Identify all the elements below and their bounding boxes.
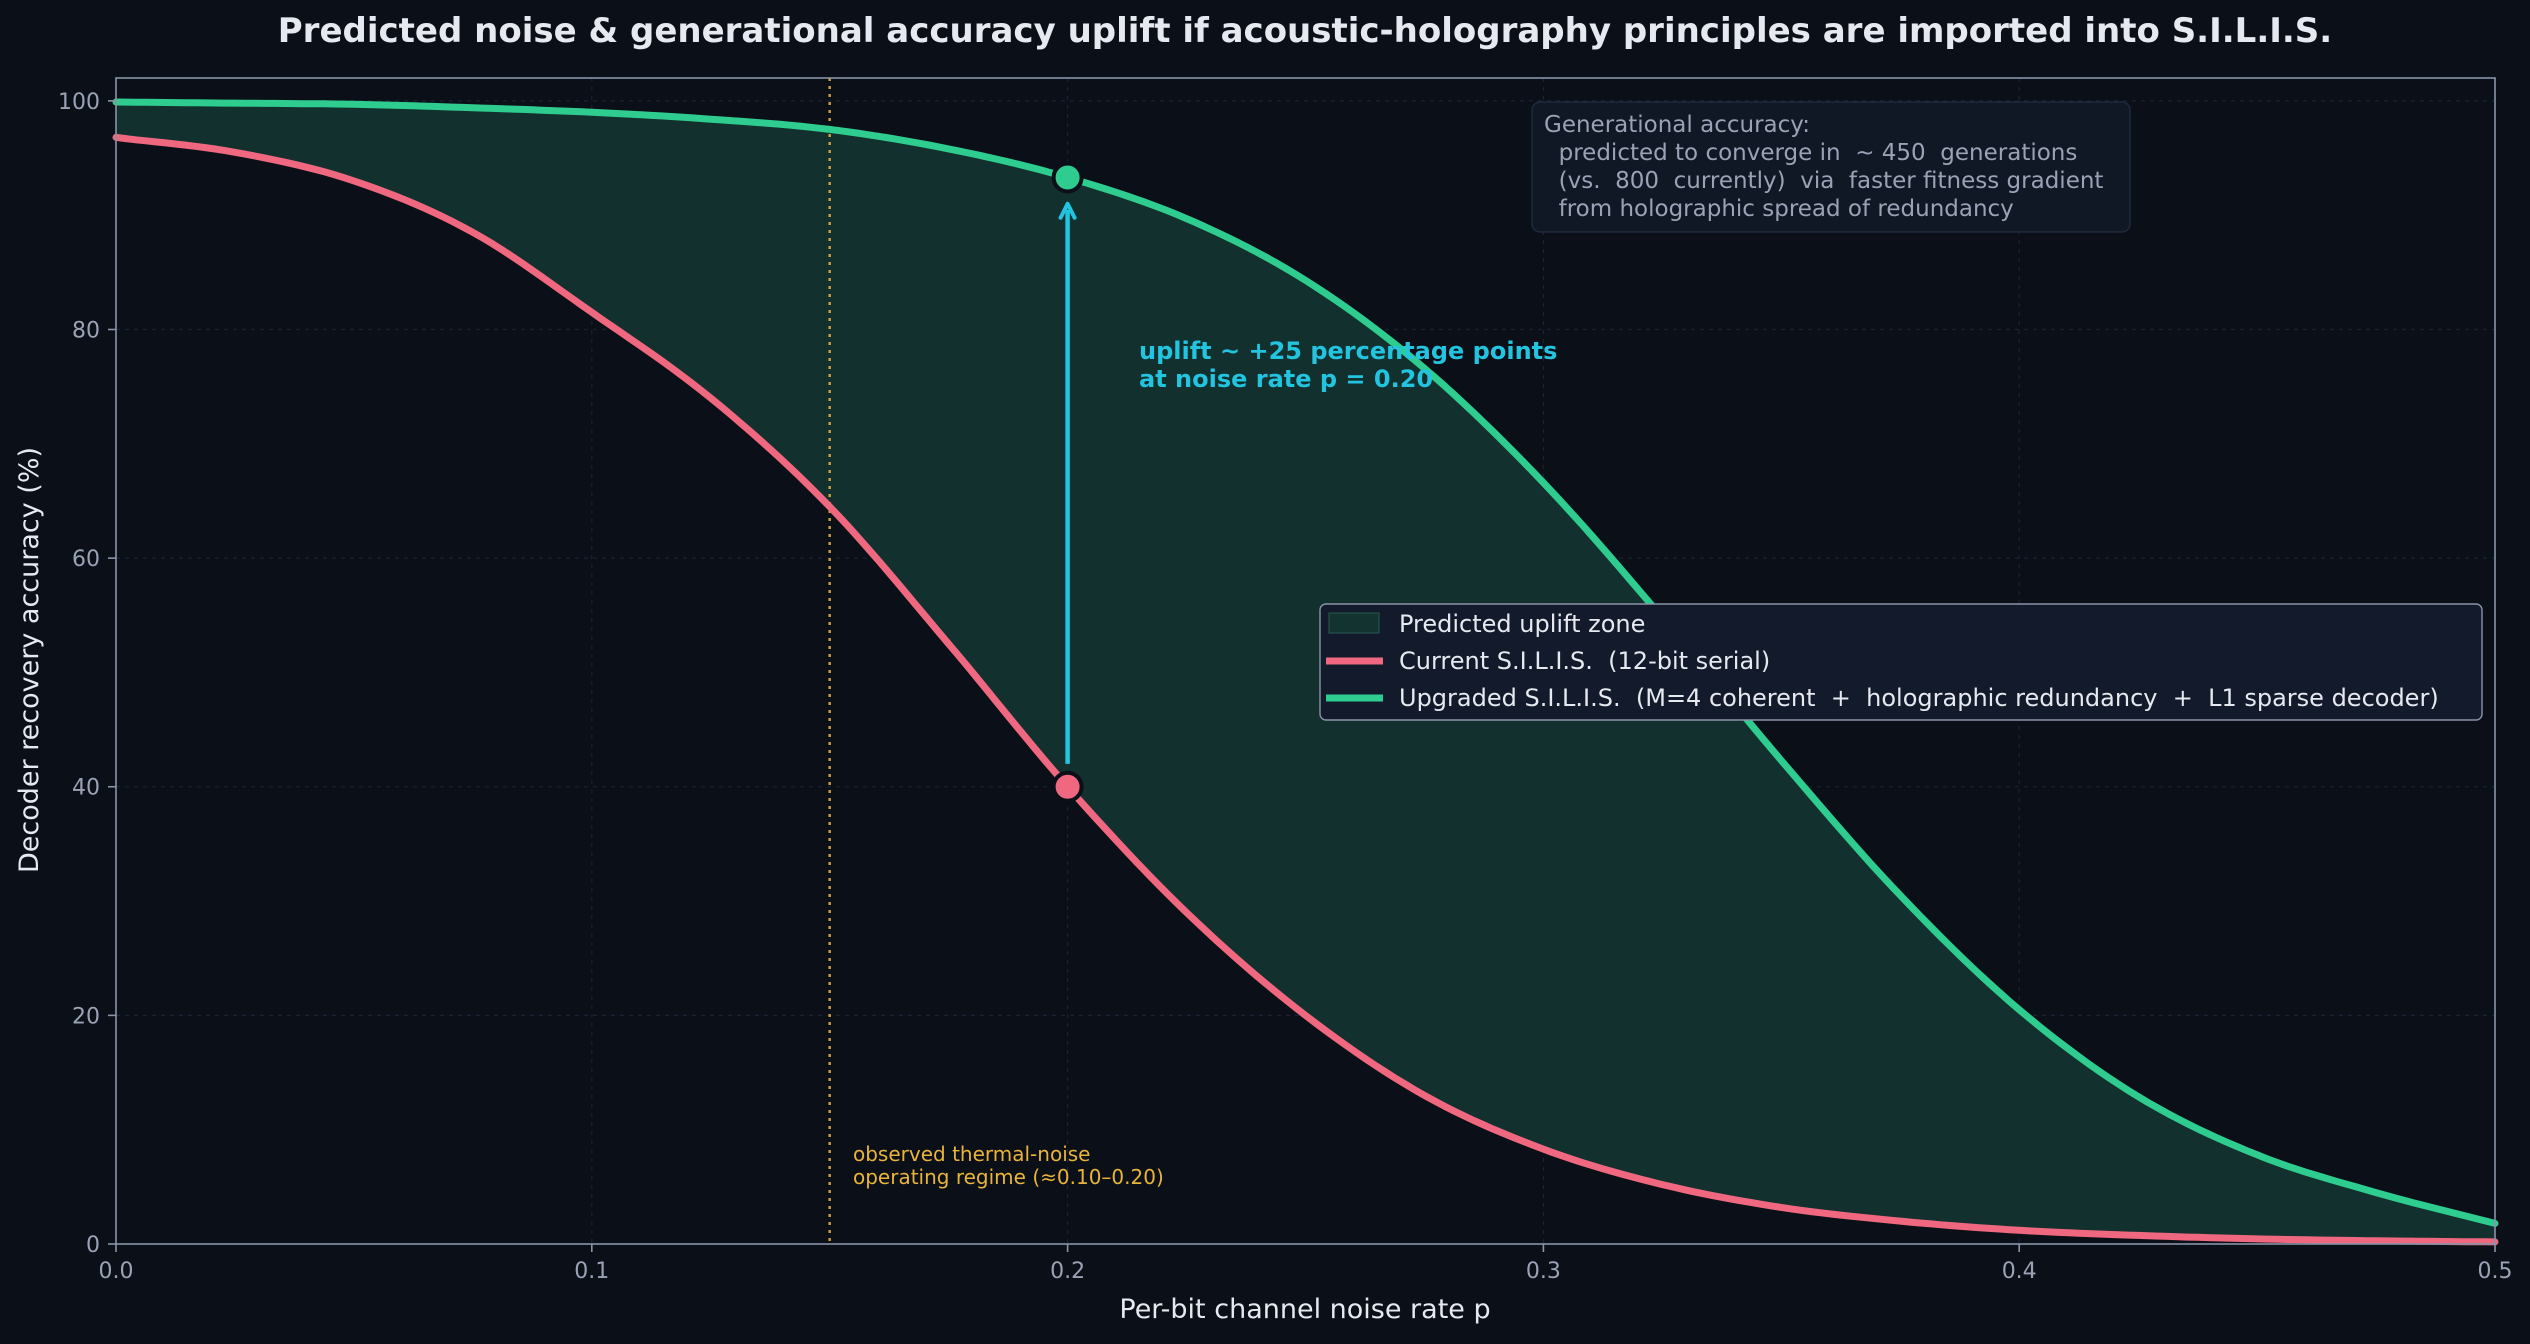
y-tick-label: 100 (58, 90, 100, 115)
legend-label: Current S.I.L.I.S. (12-bit serial) (1399, 647, 1770, 675)
uplift-zone-fill (116, 102, 2495, 1242)
x-tick-label: 0.0 (99, 1259, 134, 1284)
y-tick-label: 0 (86, 1233, 100, 1258)
x-tick-label: 0.3 (1526, 1259, 1561, 1284)
chart-title: Predicted noise & generational accuracy … (278, 11, 2332, 51)
legend-label: Upgraded S.I.L.I.S. (M=4 coherent + holo… (1399, 684, 2439, 712)
x-tick-label: 0.4 (2002, 1259, 2037, 1284)
uplift-arrow-head (1058, 201, 1077, 220)
y-tick-label: 60 (72, 547, 100, 572)
generational-note-line: from holographic spread of redundancy (1544, 196, 2014, 222)
uplift-annotation-line: at noise rate p = 0.20 (1139, 365, 1433, 393)
generational-note-box (1531, 101, 2131, 233)
x-tick-label: 0.2 (1050, 1259, 1085, 1284)
legend-label: Predicted uplift zone (1399, 610, 1645, 638)
generational-note-line: Generational accuracy: (1544, 112, 1810, 138)
y-tick-label: 20 (72, 1004, 100, 1029)
regime-annotation-line: observed thermal-noise (853, 1142, 1090, 1166)
legend-swatch-uplift-zone (1328, 612, 1380, 634)
generational-note-line: (vs. 800 currently) via faster fitness g… (1544, 168, 2103, 194)
x-tick-label: 0.5 (2478, 1259, 2513, 1284)
x-axis-label: Per-bit channel noise rate p (1119, 1294, 1490, 1325)
generational-note-line: predicted to converge in ~ 450 generatio… (1544, 140, 2077, 166)
marker-current-p020 (1051, 770, 1084, 803)
marker-upgraded-p020 (1051, 161, 1084, 194)
x-tick-label: 0.1 (574, 1259, 609, 1284)
series-line-upgraded (112, 98, 2499, 1227)
legend-box (1319, 603, 2483, 721)
legend: Predicted uplift zone Current S.I.L.I.S. … (1319, 603, 2483, 721)
regime-annotation-line: operating regime (≈0.10–0.20) (853, 1165, 1164, 1189)
axes-frame (115, 77, 2496, 1245)
series-line-current (112, 133, 2499, 1246)
uplift-annotation-line: uplift ~ +25 percentage points (1139, 337, 1557, 365)
y-tick-label: 40 (72, 776, 100, 801)
y-axis-label: Decoder recovery accuracy (%) (14, 447, 45, 873)
y-tick-label: 80 (72, 318, 100, 343)
